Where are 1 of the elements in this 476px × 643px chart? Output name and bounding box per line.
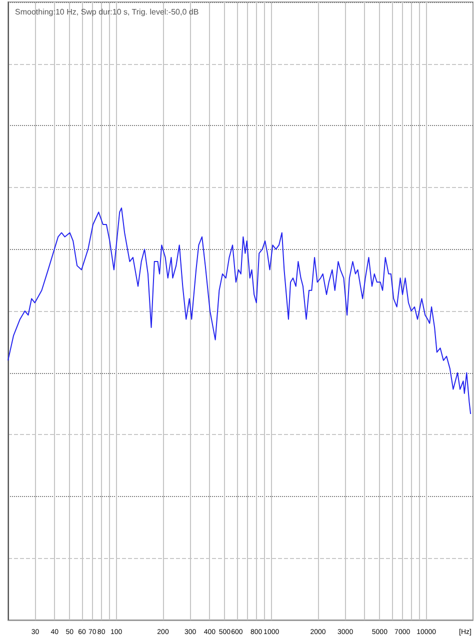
chart-title: Smoothing:10 Hz, Swp dur:10 s, Trig. level:-50,0 dB (15, 8, 199, 16)
